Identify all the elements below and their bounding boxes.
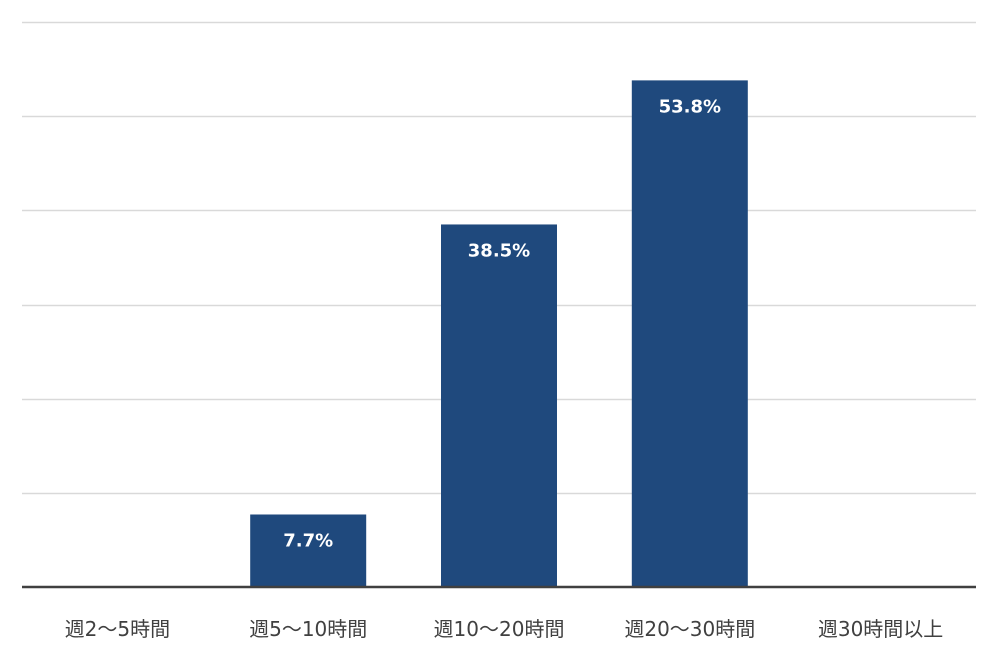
bar — [441, 224, 557, 588]
category-label: 週10～20時間 — [434, 617, 565, 641]
bars — [250, 80, 748, 588]
category-label: 週30時間以上 — [818, 617, 943, 641]
category-label: 週5～10時間 — [249, 617, 367, 641]
bar — [631, 80, 748, 587]
category-labels: 週2～5時間 週5～10時間 週10～20時間 週20～30時間 週30時間以上 — [65, 617, 944, 641]
data-label: 53.8% — [659, 96, 721, 117]
data-label: 38.5% — [468, 240, 530, 261]
bar — [250, 514, 367, 587]
category-label: 週2～5時間 — [65, 617, 170, 641]
category-label: 週20～30時間 — [624, 617, 755, 641]
data-label: 7.7% — [283, 530, 333, 551]
data-labels: 7.7% 38.5% 53.8% — [283, 96, 721, 551]
